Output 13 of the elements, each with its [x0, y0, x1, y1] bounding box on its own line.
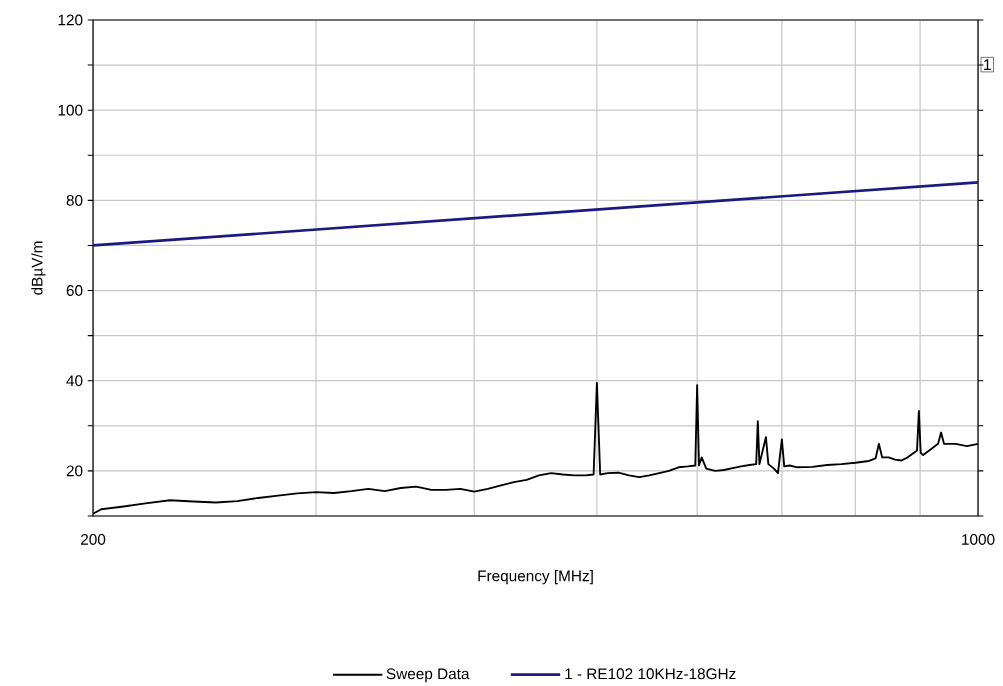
y-axis-title: dBµV/m [31, 241, 46, 295]
x-tick-label: 1000 [962, 533, 995, 545]
text: 1 [984, 59, 991, 70]
y-tick-label: 60 [66, 284, 83, 296]
y-tick-label: 40 [66, 375, 83, 386]
x-tick-label: 200 [81, 533, 106, 545]
legend-label: Sweep Data [386, 668, 470, 683]
y-tick-label: 100 [58, 104, 83, 116]
y-tick-label: 20 [66, 465, 83, 477]
x-axis-title: Frequency [MHz] [478, 569, 593, 585]
y-tick-label: 80 [66, 194, 83, 206]
legend-label: 1 - RE102 10KHz-18GHz [565, 668, 736, 680]
y-tick-label: 120 [58, 14, 83, 26]
